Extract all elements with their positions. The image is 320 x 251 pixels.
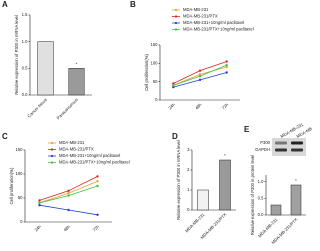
blot-background: [272, 138, 306, 156]
legend-label: MDA-MB-231/PTX: [183, 14, 218, 19]
y-tick-label: 3: [187, 147, 190, 152]
legend-label: MDA-MB-231/PTX+10ng/ml paclitaxel: [59, 160, 130, 165]
legend-label: MDA-MB-231+10ng/ml paclitaxel: [59, 153, 120, 158]
blot-row-label: GAPDH: [255, 147, 270, 152]
legend-label: MDA-MB-231/PTX+10ng/ml paclitaxel: [183, 27, 254, 32]
point: [67, 189, 70, 192]
bar: [37, 41, 54, 96]
bar: [270, 204, 282, 216]
y-axis-label: Relative expression of P300 in mRNA leve…: [14, 15, 19, 95]
point: [198, 74, 202, 78]
point: [67, 192, 70, 195]
point: [225, 71, 228, 74]
y-tick-label: 1.5: [22, 12, 28, 17]
y-tick-label: 1: [187, 187, 190, 192]
y-tick-label: 0: [187, 207, 190, 212]
point: [38, 204, 41, 207]
bar: [68, 68, 85, 96]
point: [198, 69, 202, 72]
y-axis-label: Cell proliferation(%): [144, 54, 149, 91]
legend-marker: [50, 148, 54, 151]
legend-marker: [174, 15, 178, 18]
legend-label: MDA-MB-231: [59, 140, 85, 145]
point: [172, 82, 175, 85]
y-tick-label: 0.0: [258, 212, 264, 217]
legend-marker: [50, 154, 54, 158]
y-axis-label: Relative expression of P300 in mRNA leve…: [176, 140, 181, 220]
point: [225, 63, 228, 67]
point: [225, 60, 228, 63]
y-tick-label: 100: [151, 60, 159, 65]
point: [172, 84, 175, 87]
point: [67, 208, 70, 212]
significance-mark: *: [76, 61, 78, 66]
point: [198, 73, 202, 76]
point: [38, 201, 41, 204]
y-tick-label: 2: [187, 167, 190, 172]
x-tick-label: 72h: [221, 101, 230, 110]
y-tick-label: 50: [18, 195, 23, 200]
y-tick-label: 0.5: [22, 65, 28, 70]
x-tick-label: MDA-MB-231: [184, 211, 206, 233]
legend-marker: [174, 28, 178, 31]
legend-label: MDA-MB-231: [183, 7, 209, 12]
point: [96, 213, 99, 216]
legend-marker: [174, 8, 178, 12]
point: [172, 85, 175, 89]
legend-marker: [50, 141, 54, 145]
bar: [290, 184, 302, 216]
y-tick-label: 150: [16, 147, 24, 152]
blot-band: [291, 148, 303, 152]
panel-label: C: [2, 132, 8, 141]
y-tick-label: 100: [16, 171, 24, 176]
panel-label: A: [2, 0, 8, 9]
blot-band: [275, 141, 287, 145]
y-tick-label: 0: [155, 97, 158, 102]
bar: [219, 159, 231, 211]
x-tick-label: 48h: [194, 101, 203, 110]
blot-row-label: P300: [260, 140, 270, 145]
point: [96, 175, 99, 178]
y-axis-label: Cell proliferation(%): [9, 167, 14, 204]
y-tick-label: 0.0: [22, 92, 28, 97]
y-tick-label: 50: [153, 79, 158, 84]
legend-marker: [174, 21, 178, 25]
point: [96, 180, 99, 183]
y-axis-label: Relative expression of P300 in protein l…: [250, 155, 255, 235]
point: [67, 194, 70, 197]
x-tick-label: Cancer tissue: [26, 96, 48, 118]
point: [198, 78, 202, 82]
y-tick-label: 1.0: [22, 39, 28, 44]
blot-band: [275, 148, 287, 152]
legend-label: MDA-MB-231/PTX: [59, 147, 94, 152]
point: [38, 199, 41, 202]
x-tick-label: 24h: [167, 101, 176, 110]
significance-mark: *: [295, 178, 297, 183]
point: [225, 65, 228, 69]
legend-marker: [50, 161, 54, 164]
y-tick-label: 150: [151, 42, 159, 47]
bar: [197, 189, 209, 211]
x-tick-label: 24h: [34, 223, 43, 232]
panel-label: D: [172, 132, 178, 141]
significance-mark: *: [224, 153, 226, 158]
point: [96, 184, 99, 188]
legend-label: MDA-MB-231+10ng/ml paclitaxel: [183, 20, 244, 25]
y-tick-label: 1.0: [258, 179, 264, 184]
panel-label: E: [244, 125, 250, 134]
panel-label: B: [130, 0, 136, 9]
y-tick-label: 0.5: [258, 195, 264, 200]
x-tick-label: 72h: [92, 223, 101, 232]
x-tick-label: Paracancerous: [56, 97, 79, 120]
y-tick-label: 0: [20, 219, 23, 224]
x-tick-label: 48h: [63, 223, 72, 232]
blot-band: [291, 141, 303, 145]
